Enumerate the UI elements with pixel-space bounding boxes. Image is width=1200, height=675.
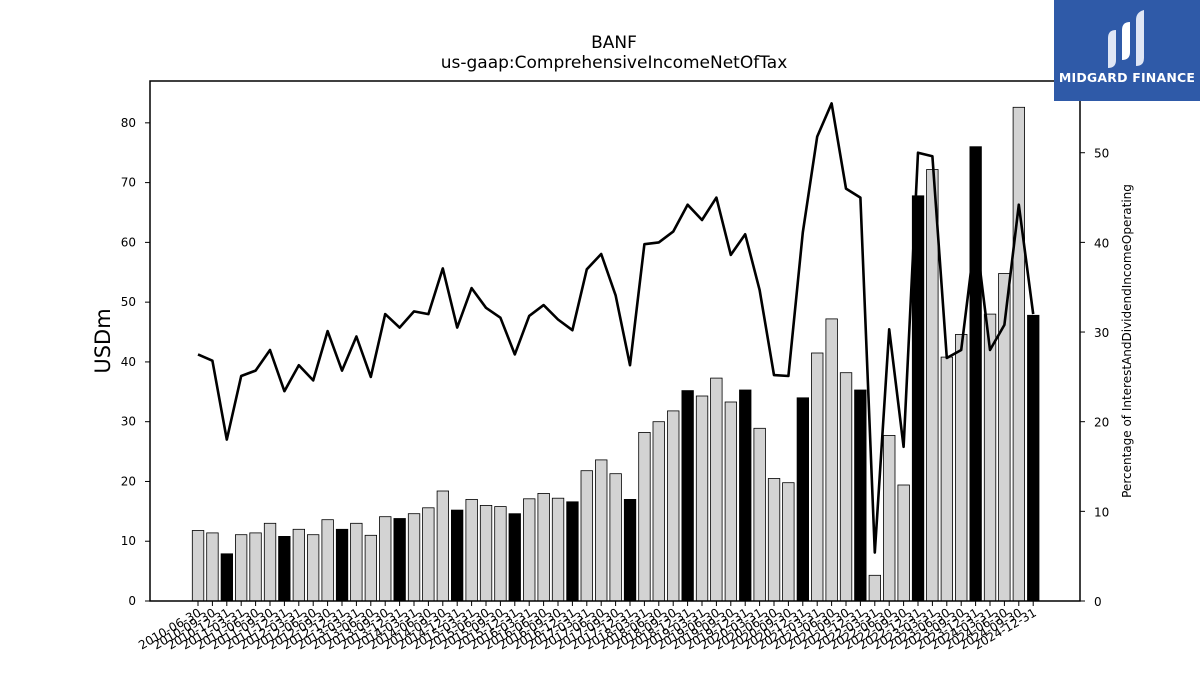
bar-2024-09-30	[1012, 106, 1025, 602]
bar-series	[191, 106, 1040, 602]
bar-2016-06-30	[537, 492, 550, 602]
y-axis-label-left: USDm	[91, 308, 115, 373]
y-tick-label: 30	[121, 415, 136, 429]
bar-2017-06-30	[595, 459, 608, 602]
y-tick-label: 80	[121, 116, 136, 130]
percentage-line	[197, 102, 1035, 554]
bar-2011-06-30	[249, 532, 262, 602]
bar-2014-03-31	[407, 513, 421, 602]
bar-2024-12-31	[1027, 314, 1040, 602]
bar-2012-09-30	[321, 519, 334, 602]
bar-2019-03-31	[695, 395, 709, 602]
bar-2012-03-31	[292, 528, 306, 602]
midgard-finance-logo: MIDGARD FINANCE	[1054, 0, 1200, 101]
bar-2019-12-31	[739, 389, 752, 602]
bar-2020-09-30	[782, 482, 795, 602]
bar-2019-06-30	[710, 377, 723, 602]
bar-2023-06-30	[940, 356, 953, 602]
y-right-tick-label: 30	[1094, 326, 1109, 340]
y-tick-label: 70	[121, 176, 136, 190]
y-tick-label: 0	[128, 594, 136, 608]
bar-2023-03-31	[926, 169, 939, 602]
y-tick-label: 20	[121, 474, 136, 488]
y-right-tick-label: 20	[1094, 416, 1109, 430]
y-tick-label: 10	[121, 534, 136, 548]
bar-2018-06-30	[652, 421, 665, 602]
bar-2010-12-31	[220, 553, 234, 602]
bar-2011-03-31	[234, 534, 248, 602]
plot-frame	[149, 80, 1081, 602]
y-right-tick-label: 0	[1094, 595, 1102, 609]
bar-2016-12-31	[566, 501, 579, 602]
bar-2018-09-30	[667, 410, 680, 602]
bar-2013-06-30	[364, 534, 378, 602]
bar-2013-09-30	[379, 516, 392, 602]
bar-2010-06-30	[191, 530, 205, 602]
bar-2018-03-31	[638, 431, 651, 602]
bar-2013-12-31	[393, 518, 406, 602]
bar-2015-12-31	[508, 513, 521, 602]
bar-2023-12-31	[969, 146, 982, 602]
y-tick-label: 60	[121, 235, 136, 249]
chart-title: BANF	[591, 33, 637, 53]
bar-2023-09-30	[955, 333, 968, 602]
bar-2022-03-31	[868, 574, 881, 602]
bar-2011-12-31	[278, 536, 291, 602]
bar-2017-09-30	[609, 473, 622, 602]
bar-2011-09-30	[263, 522, 277, 602]
bar-2022-06-30	[883, 434, 896, 602]
bar-2021-12-31	[854, 389, 867, 602]
bar-2015-03-31	[465, 498, 478, 602]
bar-2010-09-30	[206, 532, 219, 602]
midgard-logo-icon	[1108, 10, 1144, 68]
y-axis-left: 0 10 20 30 40 50 60 70 80	[121, 116, 150, 608]
bar-2014-06-30	[422, 507, 435, 602]
bar-2021-03-31	[811, 352, 824, 602]
bar-2015-06-30	[479, 504, 493, 602]
bar-2012-12-31	[335, 528, 349, 602]
bar-2019-09-30	[724, 401, 737, 602]
bar-2017-12-31	[623, 498, 637, 602]
bar-2020-12-31	[796, 397, 809, 602]
bar-2020-06-30	[767, 478, 781, 602]
bar-2013-03-31	[350, 522, 363, 602]
bar-2017-03-31	[580, 470, 593, 602]
bar-2016-03-31	[523, 498, 536, 602]
y-right-tick-label: 10	[1094, 505, 1109, 519]
bar-2018-12-31	[681, 390, 694, 602]
bar-2014-12-31	[450, 509, 464, 602]
bar-2014-09-30	[436, 490, 450, 602]
y-right-tick-label: 40	[1094, 236, 1109, 250]
x-axis: 2010-06-302010-09-302010-12-312011-03-31…	[136, 601, 1039, 652]
bar-2021-09-30	[839, 372, 853, 602]
y-right-tick-label: 50	[1094, 147, 1109, 161]
bar-2016-09-30	[551, 497, 565, 602]
bar-2021-06-30	[825, 318, 838, 602]
y-tick-label: 40	[121, 355, 136, 369]
chart-subtitle: us-gaap:ComprehensiveIncomeNetOfTax	[441, 53, 788, 73]
logo-text: MIDGARD FINANCE	[1058, 70, 1196, 85]
bar-2020-03-31	[753, 427, 766, 602]
bar-2022-09-30	[897, 484, 910, 602]
y-axis-label-right: Percentage of InterestAndDividendIncomeO…	[1120, 184, 1134, 498]
bar-2015-09-30	[494, 506, 507, 602]
bar-2024-03-31	[983, 313, 997, 602]
y-axis-right: 0 10 20 30 40 50	[1080, 147, 1109, 609]
y-tick-label: 50	[121, 295, 136, 309]
bar-2012-06-30	[306, 534, 320, 602]
